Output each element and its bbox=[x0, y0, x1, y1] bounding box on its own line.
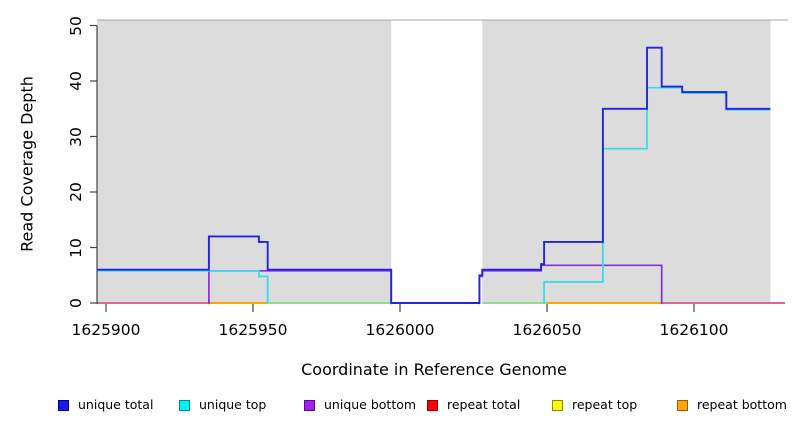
x-tick-label-1626000: 1626000 bbox=[365, 321, 435, 339]
legend-item-repeat-bottom: repeat bottom bbox=[677, 397, 787, 413]
legend-swatch-repeat-bottom bbox=[677, 399, 688, 411]
y-tick-label-0: 0 bbox=[67, 298, 85, 308]
y-axis-title: Read Coverage Depth bbox=[17, 76, 37, 252]
y-tick-label-30: 30 bbox=[67, 126, 85, 147]
x-tick-label-1626050: 1626050 bbox=[512, 321, 582, 339]
legend-swatch-unique-top bbox=[179, 399, 190, 411]
legend-label: unique total bbox=[78, 397, 154, 412]
legend-item-unique-bottom: unique bottom bbox=[304, 397, 416, 413]
legend-label: unique bottom bbox=[324, 397, 417, 412]
y-tick-label-40: 40 bbox=[67, 71, 85, 91]
legend-label: repeat top bbox=[572, 397, 638, 412]
legend-swatch-unique-bottom bbox=[304, 399, 315, 411]
x-axis-title: Coordinate in Reference Genome bbox=[301, 360, 567, 379]
x-tick-label-1625900: 1625900 bbox=[71, 321, 141, 339]
legend-label: repeat bottom bbox=[697, 397, 787, 412]
x-tick-label-1625950: 1625950 bbox=[218, 321, 288, 339]
legend-label: unique top bbox=[199, 397, 267, 412]
legend-item-unique-top: unique top bbox=[179, 397, 266, 413]
x-tick-label-1626100: 1626100 bbox=[659, 321, 729, 339]
y-tick-label-20: 20 bbox=[67, 182, 85, 202]
legend-swatch-repeat-total bbox=[427, 399, 438, 411]
y-tick-label-50: 50 bbox=[67, 15, 85, 36]
legend-item-repeat-total: repeat total bbox=[427, 397, 520, 413]
legend-item-unique-total: unique total bbox=[58, 397, 153, 413]
legend-swatch-repeat-top bbox=[552, 399, 563, 411]
y-tick-label-10: 10 bbox=[67, 237, 85, 258]
legend-item-repeat-top: repeat top bbox=[552, 397, 637, 413]
legend-swatch-unique-total bbox=[58, 399, 69, 411]
legend-label: repeat total bbox=[447, 397, 521, 412]
